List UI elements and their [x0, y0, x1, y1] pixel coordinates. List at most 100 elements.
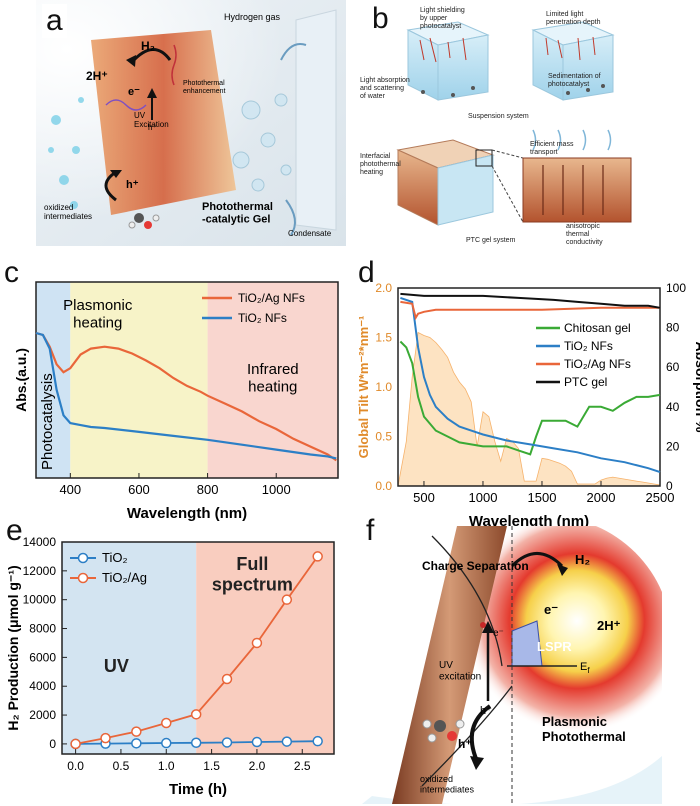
- d-series-line-1: [400, 296, 661, 474]
- e-point-1-7: [281, 594, 293, 605]
- d-xtick-label-1: 1000: [469, 490, 498, 505]
- c-legend-label-1: TiO₂ NFs: [238, 311, 287, 325]
- e-region-label-0: UV: [104, 656, 129, 676]
- e-region-1: [196, 542, 334, 754]
- d-series-line-3: [400, 292, 661, 309]
- d-legend-label-0: Chitosan gel: [564, 321, 631, 335]
- c-region-2: [207, 282, 338, 478]
- d-series-line-2: [400, 300, 660, 321]
- f-hole: h⁺: [480, 705, 492, 717]
- panel-f: Charge Separation H₂ e⁻ 2H⁺ e⁻ LSPR UV ex…: [362, 526, 662, 804]
- e-point-0-6: [251, 736, 263, 748]
- e-ytick-label-6: 12000: [23, 564, 57, 578]
- f-ef: Ef: [580, 661, 590, 675]
- b-ptc: PTC gel system: [466, 237, 516, 244]
- c-region-0: [36, 282, 71, 478]
- d-ytick-right-0: 0: [666, 479, 673, 493]
- a-uv: UV Excitation: [134, 111, 169, 129]
- a-hplus: h⁺: [126, 179, 139, 191]
- d-xtick-label-3: 2000: [587, 490, 616, 505]
- a-h2: H₂: [141, 39, 155, 53]
- f-lspr: LSPR: [537, 639, 572, 654]
- d-xtick-label-0: 500: [413, 490, 435, 505]
- e-region-label-1: Full spectrum: [212, 554, 293, 595]
- d-ytick-right-5: 100: [666, 281, 686, 295]
- b-suspension: Suspension system: [468, 113, 529, 120]
- e-point-1-3: [161, 717, 172, 729]
- b-sedimentation: Sedimentation of photocatalyst: [548, 73, 601, 88]
- e-point-1-1: [100, 732, 111, 744]
- e-point-1-6: [251, 637, 263, 649]
- panel-a-illustration: H₂ 2H⁺ e⁻ h⁺ Photothermal enhancement UV E…: [36, 0, 346, 246]
- d-ylabel-right: Absorption %: [693, 342, 700, 434]
- f-electron-out: e⁻: [544, 602, 558, 617]
- e-xtick-label-2: 1.0: [158, 759, 175, 773]
- e-xtick-label-4: 2.0: [249, 759, 266, 773]
- d-xtick-label-2: 1500: [528, 490, 557, 505]
- chart-d: 500 1000 1500 2000 2500 0.0 0.5 1.0 1.5 2.0 0 20 40 6…: [356, 281, 700, 530]
- f-uv: UV excitation: [439, 660, 481, 683]
- b-labels: Light shielding by upper photocatalyst Lim…: [360, 7, 603, 246]
- e-point-1-4: [190, 709, 202, 720]
- e-point-1-8: [312, 551, 323, 562]
- f-charge: Charge Separation: [422, 559, 529, 573]
- e-xtick-label-3: 1.5: [203, 759, 220, 773]
- e-ytick-label-3: 6000: [29, 650, 56, 664]
- c-xtick-label-2: 800: [197, 482, 219, 497]
- c-region-1: [70, 282, 208, 478]
- c-ylabel: Abs.(a.u.): [13, 348, 29, 412]
- c-region-label-2: Infrared heating: [247, 361, 299, 395]
- d-plot-frame: [397, 287, 661, 487]
- e-legend-label-0: TiO₂: [102, 550, 128, 565]
- a-gel: Photothermal -catalytic Gel: [202, 201, 273, 226]
- e-point-0-7: [281, 736, 293, 747]
- a-condensate: Condensate: [288, 229, 332, 238]
- c-region-label-0: Photocatalysis: [39, 373, 56, 470]
- d-ytick-left-4: 2.0: [375, 281, 392, 295]
- f-oxidized: oxidized intermediates: [420, 774, 475, 794]
- b-anisotropic: anisotropic thermal conductivity: [566, 223, 603, 246]
- d-xtick-label-4: 2500: [646, 490, 675, 505]
- e-point-0-2: [131, 738, 142, 749]
- panel-a: H₂ 2H⁺ e⁻ h⁺ Photothermal enhancement UV E…: [36, 0, 346, 246]
- panel-d-letter: d: [358, 256, 375, 289]
- panel-b-illustration: Light shielding by upper photocatalyst Lim…: [358, 0, 662, 250]
- c-legend-label-0: TiO₂/Ag NFs: [238, 291, 305, 305]
- chart-e: 0.0 0.5 1.0 1.5 2.0 2.5 0 2000 4000 6000 8000 10000…: [5, 535, 335, 798]
- a-oxidized: oxidized intermediates: [44, 203, 92, 221]
- d-ylabel-left: Global Tilt W*m⁻²*nm⁻¹: [356, 316, 371, 459]
- c-xtick-label-1: 600: [128, 482, 150, 497]
- b-shielding: Light shielding by upper photocatalyst: [420, 7, 465, 30]
- b-efficient: Efficient mass transport: [530, 141, 574, 156]
- f-h2: H₂: [575, 552, 590, 567]
- panel-f-letter: f: [366, 514, 375, 547]
- e-legend-label-1: TiO₂/Ag: [102, 570, 147, 585]
- a-photothermal: Photothermal enhancement: [183, 80, 225, 95]
- panel-f-illustration: Charge Separation H₂ e⁻ 2H⁺ e⁻ LSPR UV ex…: [362, 526, 662, 804]
- a-proton: 2H⁺: [86, 69, 108, 83]
- e-ylabel: H₂ Production (μmol g⁻¹): [5, 565, 21, 730]
- e-ytick-label-0: 0: [49, 737, 56, 751]
- d-ytick-left-3: 1.5: [375, 331, 392, 345]
- e-point-1-2: [131, 726, 142, 737]
- e-xtick-label-1: 0.5: [113, 759, 130, 773]
- d-ytick-left-0: 0.0: [375, 479, 392, 493]
- panel-b-letter: b: [372, 2, 389, 35]
- d-legend-label-2: TiO₂/Ag NFs: [564, 357, 631, 371]
- panel-c-letter: c: [4, 256, 19, 289]
- e-point-1-0: [70, 738, 81, 750]
- d-ytick-left-2: 1.0: [375, 380, 392, 394]
- a-electron: e⁻: [128, 86, 140, 98]
- a-hydrogen: Hydrogen gas: [224, 12, 281, 22]
- e-legend-marker-0: [77, 552, 89, 564]
- f-plasmonic: Plasmonic Photothermal: [542, 714, 626, 744]
- e-ytick-label-1: 2000: [29, 708, 56, 722]
- panel-e-letter: e: [6, 514, 23, 547]
- panel-a-letter: a: [42, 4, 67, 38]
- d-ytick-right-3: 60: [666, 360, 680, 374]
- e-xtick-label-0: 0.0: [67, 759, 84, 773]
- e-point-0-4: [190, 737, 202, 749]
- e-point-0-5: [221, 737, 233, 748]
- c-xlabel: Wavelength (nm): [127, 505, 247, 522]
- e-ytick-label-4: 8000: [29, 622, 56, 636]
